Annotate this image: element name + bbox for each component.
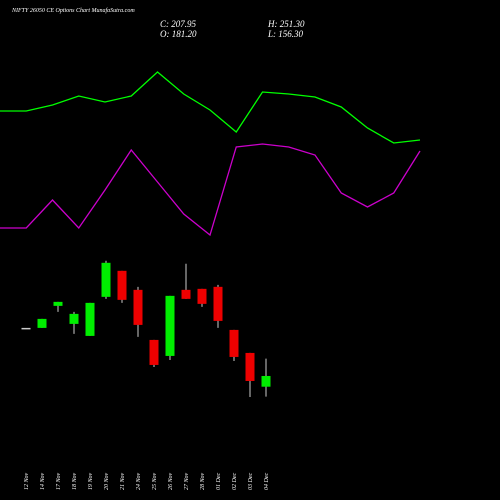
x-tick-label: 03 Dec (248, 473, 254, 490)
x-tick-label: 19 Nov (88, 472, 94, 490)
candle-body (245, 352, 255, 381)
x-tick-label: 17 Nov (56, 472, 62, 490)
candle-body (53, 301, 63, 306)
candle-body (101, 262, 111, 297)
candle-body (165, 295, 175, 356)
candle-body (213, 286, 223, 321)
x-tick-label: 25 Nov (152, 472, 158, 490)
low-label: L: 156.30 (267, 29, 304, 39)
x-tick-label: 20 Nov (104, 472, 110, 490)
x-tick-label: 18 Nov (72, 472, 78, 490)
x-tick-label: 24 Nov (135, 472, 142, 490)
high-label: H: 251.30 (267, 19, 305, 29)
candle-body (133, 289, 143, 325)
x-tick-label: 27 Nov (184, 472, 190, 490)
x-tick-label: 14 Nov (39, 472, 46, 490)
line-series (0, 143, 421, 237)
candle-body (37, 318, 47, 328)
candle-body (69, 313, 79, 324)
x-tick-label: 01 Dec (216, 473, 222, 490)
candle-body (21, 327, 31, 330)
x-tick-label: 02 Dec (232, 473, 238, 490)
open-label: O: 181.20 (160, 29, 197, 39)
candle-body (261, 375, 271, 387)
x-tick-label: 04 Dec (263, 473, 270, 490)
candle-body (85, 302, 95, 336)
candle-body (117, 270, 127, 300)
close-label: C: 207.95 (160, 19, 197, 29)
x-tick-label: 21 Nov (120, 472, 126, 490)
candle-body (229, 329, 239, 357)
candle-body (181, 289, 191, 299)
candle-body (197, 288, 207, 304)
x-tick-label: 26 Nov (168, 472, 174, 490)
chart-title: NIFTY 26050 CE Options Chart MunafaSutra… (11, 7, 135, 14)
x-tick-label: 12 Nov (24, 472, 30, 490)
line-series (0, 71, 421, 144)
candle-body (149, 339, 159, 365)
x-tick-label: 28 Nov (200, 472, 206, 490)
